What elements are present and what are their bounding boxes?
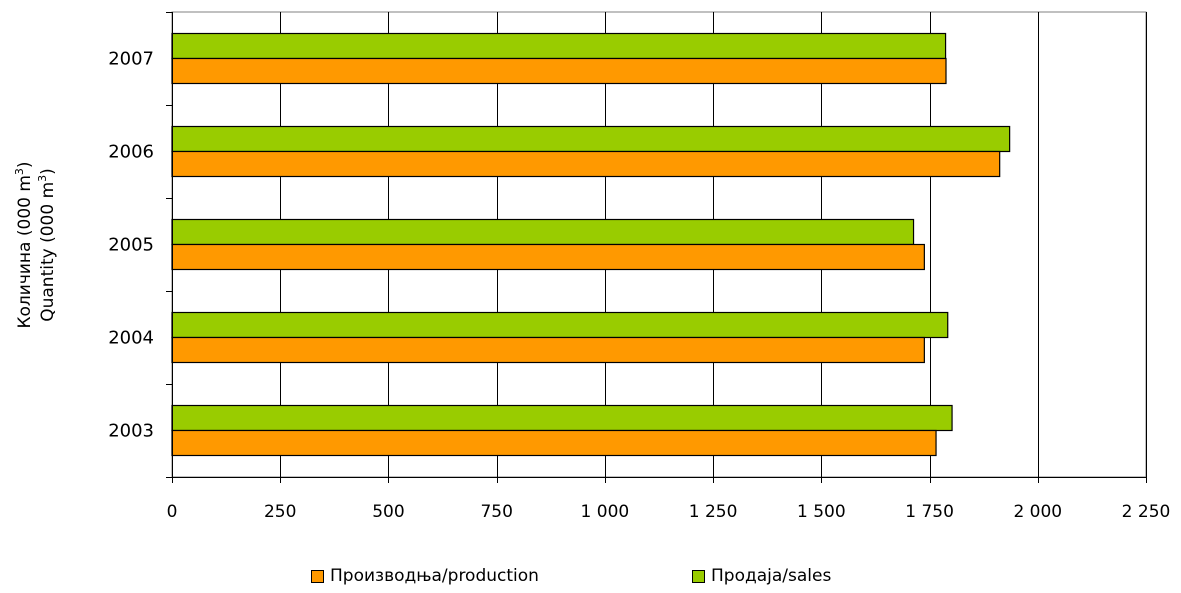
legend-label-production: Производња/production: [330, 566, 539, 586]
bar-production-2004: [171, 336, 925, 364]
y-tick-label: 2004: [108, 328, 154, 349]
bar-sales-2005: [171, 218, 915, 246]
bar-production-2005: [171, 243, 925, 271]
x-tick-label: 1 500: [797, 502, 846, 522]
legend-swatch-sales: [692, 569, 705, 583]
x-tick-label: 1 000: [581, 502, 630, 522]
x-tick-label: 750: [480, 502, 512, 522]
legend: Производња/production Продаја/sales: [0, 566, 1181, 588]
y-axis-title-line1: Количина (000 m3): [13, 161, 35, 328]
bar-sales-2007: [171, 32, 947, 60]
x-tick-label: 250: [264, 502, 296, 522]
x-tick-label: 0: [167, 502, 178, 522]
y-tick-label: 2005: [108, 235, 154, 256]
x-tick-label: 1 250: [689, 502, 738, 522]
bar-sales-2004: [171, 311, 949, 339]
bar-sales-2006: [171, 125, 1011, 153]
bar-production-2007: [171, 57, 947, 85]
plot-area: 0 250 500 750 1 000 1 250 1 500 1 750 2 000 2 250…: [13, 11, 1171, 522]
y-tick-label: 2006: [108, 142, 154, 163]
legend-swatch-production: [311, 569, 324, 583]
legend-item-production: Производња/production: [311, 566, 539, 586]
x-tick-label: 500: [372, 502, 404, 522]
x-tick-label: 2 000: [1013, 502, 1062, 522]
y-axis-title-line2: Quantity (000 m3): [36, 168, 58, 322]
legend-item-sales: Продаја/sales: [692, 566, 831, 586]
y-tick-label: 2007: [108, 49, 154, 70]
y-tick-label: 2003: [108, 421, 154, 442]
bar-production-2006: [171, 150, 1001, 178]
legend-label-sales: Продаја/sales: [711, 566, 832, 586]
x-tick-label: 1 750: [905, 502, 954, 522]
x-tick-label: 2 250: [1122, 502, 1171, 522]
bar-sales-2003: [171, 404, 953, 432]
bar-production-2003: [171, 429, 937, 457]
